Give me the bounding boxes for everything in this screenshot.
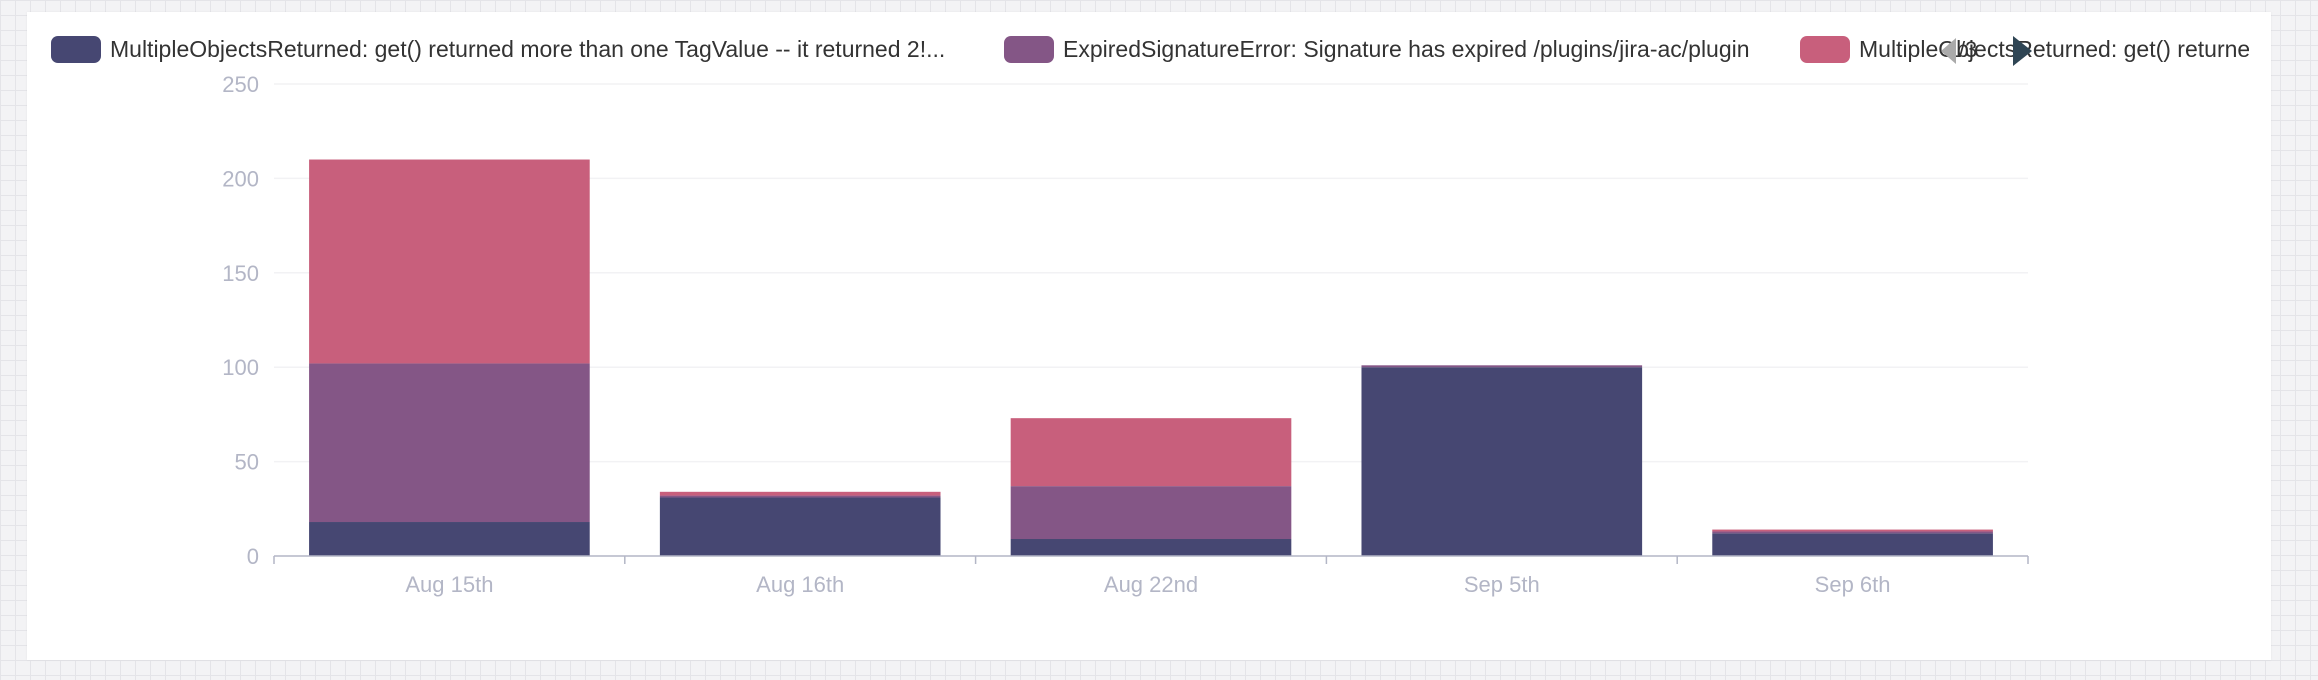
legend: MultipleObjectsReturned: get() returned … [51,36,2271,66]
bar-segment-series-2[interactable] [309,363,590,523]
x-tick-label: Sep 6th [1815,572,1891,597]
legend-swatch [1800,36,1850,63]
legend-label: MultipleObjectsReturned: get() returned … [110,36,945,62]
y-tick-label: 200 [222,166,259,191]
bars [309,159,1993,556]
y-tick-label: 150 [222,261,259,286]
bar-segment-series-1[interactable] [1712,533,1993,556]
legend-item[interactable]: ExpiredSignatureError: Signature has exp… [1004,36,1750,63]
bar-segment-series-3[interactable] [1712,529,1993,532]
legend-item[interactable]: MultipleObjectsReturned: get() returned … [1800,36,2271,63]
y-tick-label: 250 [222,72,259,97]
stacked-bar-chart: 0 50 100 150 200 250 Aug 15th Aug 16th Aug 22nd… [51,36,2271,597]
bar-segment-series-1[interactable] [309,522,590,556]
bar-segment-series-2[interactable] [1712,531,1993,534]
legend-swatch [1004,36,1054,63]
legend-pager: 1/3 [1941,36,2032,66]
bar-segment-series-3[interactable] [1010,418,1292,487]
bar-segment-series-3[interactable] [309,159,590,364]
bar-segment-series-1[interactable] [1010,539,1292,556]
x-tick-label: Aug 15th [405,572,493,597]
x-tick-label: Sep 5th [1464,572,1540,597]
y-tick-label: 50 [235,450,259,475]
triangle-left-icon[interactable] [1941,38,1956,64]
y-tick-label: 0 [247,544,259,569]
bar-segment-series-2[interactable] [1010,486,1292,540]
bar-segment-series-2[interactable] [1361,365,1643,368]
legend-swatch [51,36,101,63]
bar-segment-series-1[interactable] [659,497,941,556]
legend-item[interactable]: MultipleObjectsReturned: get() returned … [51,36,945,63]
triangle-right-icon[interactable] [2013,36,2032,66]
chart-panel: 0 50 100 150 200 250 Aug 15th Aug 16th Aug 22nd… [27,12,2271,660]
legend-label: MultipleObjectsReturned: get() returned … [1859,36,2271,62]
x-tick-label: Aug 22nd [1104,572,1198,597]
y-tick-label: 100 [222,355,259,380]
bar-segment-series-1[interactable] [1361,367,1643,556]
bar-segment-series-2[interactable] [659,495,941,498]
x-tick-label: Aug 16th [756,572,844,597]
legend-label: ExpiredSignatureError: Signature has exp… [1063,36,1750,62]
axes: Aug 15th Aug 16th Aug 22nd Sep 5th Sep 6th [273,555,2029,597]
bar-segment-series-3[interactable] [659,491,941,496]
